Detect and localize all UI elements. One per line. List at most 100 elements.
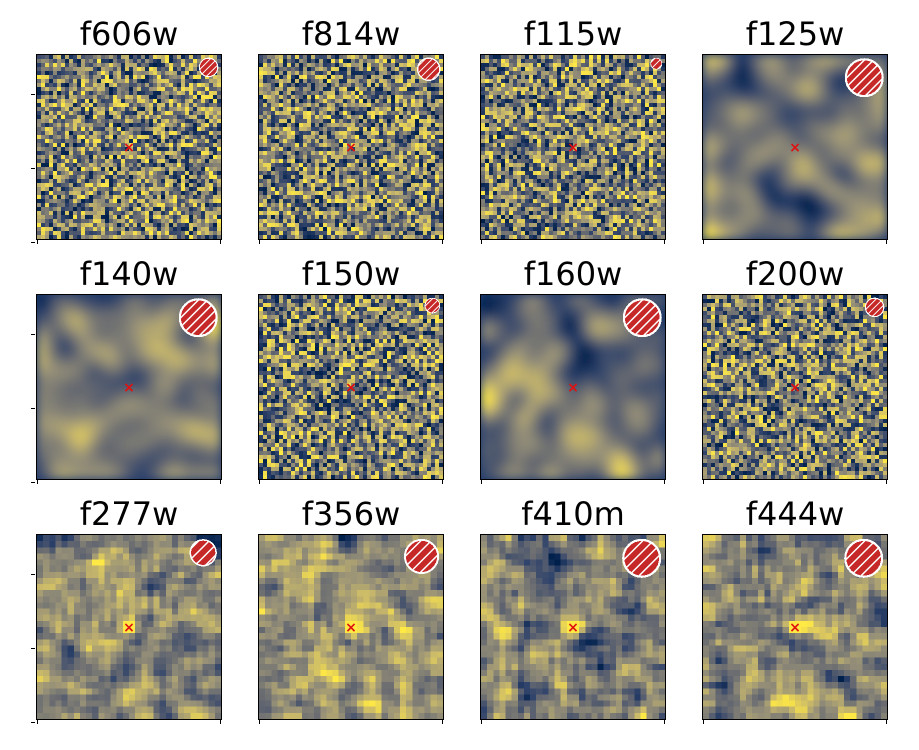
panel-title: f140w (79, 255, 179, 293)
cutout-panel-f125w: f125w×0.5" (702, 14, 888, 246)
psf-circle-icon (198, 57, 219, 78)
cutout-panel-f444w: f444w×0.5" (702, 494, 888, 726)
psf-circle-icon (650, 57, 663, 70)
panel-title: f606w (79, 15, 179, 53)
source-position-marker: × (789, 380, 801, 396)
x-axis-tick (37, 480, 38, 484)
y-axis-tick (31, 408, 35, 409)
y-axis-tick (31, 94, 35, 95)
cutout-image: ×0.5" (36, 294, 222, 480)
x-axis-tick (664, 240, 665, 244)
x-axis-tick (481, 480, 482, 484)
x-axis-tick (37, 720, 38, 724)
noise-map (481, 535, 665, 719)
psf-circle-icon (864, 297, 885, 318)
cutout-image: ×0.5" (258, 294, 444, 480)
cutout-panel-f356w: f356w×0.5" (258, 494, 444, 726)
cutout-image: ×0.5" (258, 54, 444, 240)
noise-map (37, 295, 221, 479)
source-position-marker: × (345, 380, 357, 396)
x-axis-tick (703, 240, 704, 244)
cutout-panel-f410m: f410m×0.5" (480, 494, 666, 726)
cutout-image: ×0.5" (702, 534, 888, 720)
x-axis-tick (442, 480, 443, 484)
y-axis-tick (31, 574, 35, 575)
y-axis-tick (31, 722, 35, 723)
y-axis-tick (31, 482, 35, 483)
x-axis-tick (703, 720, 704, 724)
psf-circle-icon (622, 298, 662, 338)
psf-circle-icon (417, 57, 441, 81)
panel-title: f356w (301, 495, 401, 533)
panel-title: f814w (301, 15, 401, 53)
x-axis-tick (481, 720, 482, 724)
panel-title: f125w (745, 15, 845, 53)
psf-circle-icon (844, 538, 884, 578)
cutout-panel-f200w: f200w×0.5" (702, 254, 888, 486)
x-axis-tick (220, 720, 221, 724)
panel-title: f200w (745, 255, 845, 293)
psf-circle-icon (403, 538, 440, 575)
noise-map (259, 295, 443, 479)
cutout-panel-f160w: f160w×0.5" (480, 254, 666, 486)
noise-map (481, 55, 665, 239)
noise-map (37, 535, 221, 719)
noise-map (703, 535, 887, 719)
panel-title: f115w (523, 15, 623, 53)
cutout-image: ×0.5" (480, 534, 666, 720)
psf-circle-icon (178, 298, 218, 338)
cutout-panel-f606w: f606w×0.5" (31, 14, 222, 246)
source-position-marker: × (123, 620, 135, 636)
x-axis-tick (220, 240, 221, 244)
x-axis-tick (886, 480, 887, 484)
psf-circle-icon (844, 58, 884, 98)
cutout-panel-f115w: f115w×0.5" (480, 14, 666, 246)
cutout-panel-f277w: f277w×0.5" (31, 494, 222, 726)
x-axis-tick (220, 480, 221, 484)
source-position-marker: × (345, 620, 357, 636)
noise-map (259, 535, 443, 719)
panel-title: f160w (523, 255, 623, 293)
x-axis-tick (886, 240, 887, 244)
panel-title: f150w (301, 255, 401, 293)
source-position-marker: × (567, 380, 579, 396)
x-axis-tick (481, 240, 482, 244)
y-axis-tick (31, 334, 35, 335)
x-axis-tick (259, 480, 260, 484)
psf-circle-icon (622, 538, 662, 578)
y-axis-tick (31, 648, 35, 649)
source-position-marker: × (567, 620, 579, 636)
cutout-image: ×0.5" (480, 294, 666, 480)
source-position-marker: × (345, 140, 357, 156)
psf-circle-icon (189, 539, 217, 567)
panel-title: f410m (521, 495, 625, 533)
cutout-panel-f140w: f140w×0.5" (31, 254, 222, 486)
x-axis-tick (259, 720, 260, 724)
x-axis-tick (886, 720, 887, 724)
source-position-marker: × (789, 620, 801, 636)
source-position-marker: × (789, 140, 801, 156)
source-position-marker: × (567, 140, 579, 156)
cutout-image: ×0.5" (258, 534, 444, 720)
x-axis-tick (442, 720, 443, 724)
x-axis-tick (664, 480, 665, 484)
source-position-marker: × (123, 140, 135, 156)
noise-map (703, 55, 887, 239)
x-axis-tick (37, 240, 38, 244)
noise-map (259, 55, 443, 239)
psf-circle-icon (424, 297, 441, 314)
source-position-marker: × (123, 380, 135, 396)
cutout-image: ×0.5" (36, 54, 222, 240)
y-axis-tick (31, 242, 35, 243)
cutout-image: ×0.5" (36, 534, 222, 720)
cutout-image: ×0.5" (480, 54, 666, 240)
y-axis-tick (31, 168, 35, 169)
cutout-panel-f150w: f150w×0.5" (258, 254, 444, 486)
noise-map (37, 55, 221, 239)
cutout-image: ×0.5" (702, 294, 888, 480)
x-axis-tick (259, 240, 260, 244)
cutout-image: ×0.5" (702, 54, 888, 240)
x-axis-tick (664, 720, 665, 724)
x-axis-tick (703, 480, 704, 484)
noise-map (481, 295, 665, 479)
